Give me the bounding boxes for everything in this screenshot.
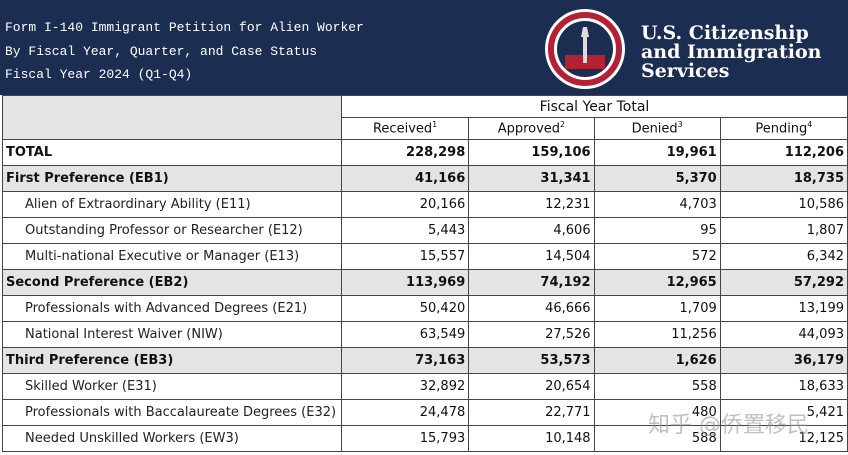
data-table: Fiscal Year Total Received1 Approved2 Denie… [2,95,848,452]
row-label: Needed Unskilled Workers (EW3) [2,425,342,452]
header-row: Received1 Approved2 Denied3 Pending4 [3,117,848,140]
item-row: Professionals with Advanced Degrees (E21… [2,295,848,322]
cell-value: 32,892 [340,373,470,400]
cell-value: 20,654 [468,373,595,400]
cell-value: 6,342 [719,243,848,270]
item-row: Needed Unskilled Workers (EW3) 15,793 10,1… [2,425,848,452]
group-row: Third Preference (EB3) 73,163 53,573 1,626 3… [2,347,848,374]
cell-value: 12,965 [593,269,721,296]
cell-value: 14,504 [468,243,595,270]
row-label: Second Preference (EB2) [2,269,342,296]
group-row: Second Preference (EB2) 113,969 74,192 12,9… [2,269,848,296]
cell-value: 15,793 [340,425,470,452]
cell-value: 159,106 [468,139,595,166]
header: Form I-140 Immigrant Petition for Alien … [0,0,848,95]
cell-value: 74,192 [468,269,595,296]
cell-value: 10,148 [468,425,595,452]
item-row: Skilled Worker (E31) 32,892 20,654 558 18,63… [2,373,848,400]
cell-value: 5,443 [340,217,470,244]
cell-value: 18,633 [719,373,848,400]
cell-value: 46,666 [468,295,595,322]
cell-value: 5,370 [593,165,721,192]
cell-value: 1,807 [719,217,848,244]
row-label: National Interest Waiver (NIW) [2,321,342,348]
cell-value: 12,231 [468,191,595,218]
footnote-mark: 4 [807,120,813,130]
cell-value: 57,292 [719,269,848,296]
cell-value: 44,093 [719,321,848,348]
cell-value: 20,166 [340,191,470,218]
cell-value: 53,573 [468,347,595,374]
header-row: Fiscal Year Total [2,95,848,140]
cell-value: 50,420 [340,295,470,322]
cell-value: 480 [593,399,721,426]
row-label: First Preference (EB1) [2,165,342,192]
cell-value: 113,969 [340,269,470,296]
cell-value: 572 [593,243,721,270]
footnote-mark: 3 [677,120,683,130]
cell-value: 588 [593,425,721,452]
cell-value: 18,735 [719,165,848,192]
cell-value: 19,961 [593,139,721,166]
column-header: Pending4 [719,117,848,140]
cell-value: 12,125 [719,425,848,452]
cell-value: 24,478 [340,399,470,426]
cell-value: 5,421 [719,399,848,426]
agency-line: and Immigration [641,41,822,63]
cell-value: 22,771 [468,399,595,426]
cell-value: 4,703 [593,191,721,218]
cell-value: 95 [593,217,721,244]
column-label: Denied [631,121,678,137]
column-header: Approved2 [468,117,595,140]
group-header: Fiscal Year Total [340,95,848,118]
column-header: Denied3 [593,117,721,140]
cell-value: 27,526 [468,321,595,348]
column-label: Received [372,121,433,137]
cell-value: 1,709 [593,295,721,322]
cell-value: 4,606 [468,217,595,244]
seal [545,9,625,89]
column-header: Received1 [340,117,470,140]
row-label: Professionals with Baccalaureate Degrees… [2,399,342,426]
footnote-mark: 2 [560,120,566,130]
corner-cell [2,95,342,140]
row-label: TOTAL [2,139,342,166]
item-row: National Interest Waiver (NIW) 63,549 27,5… [2,321,848,348]
row-label: Professionals with Advanced Degrees (E21… [2,295,342,322]
cell-value: 112,206 [719,139,848,166]
cell-value: 228,298 [340,139,470,166]
cell-value: 36,179 [719,347,848,374]
title-line: Form I-140 Immigrant Petition for Alien … [5,20,364,35]
row-label: Outstanding Professor or Researcher (E12… [2,217,342,244]
cell-value: 13,199 [719,295,848,322]
row-label: Alien of Extraordinary Ability (E11) [2,191,342,218]
column-label: Pending [755,121,808,137]
row-label: Third Preference (EB3) [2,347,342,374]
cell-value: 73,163 [340,347,470,374]
title-line: By Fiscal Year, Quarter, and Case Status [5,44,318,59]
item-row: Outstanding Professor or Researcher (E12… [2,217,848,244]
cell-value: 63,549 [340,321,470,348]
item-row: Multi-national Executive or Manager (E13… [2,243,848,270]
row-label: Skilled Worker (E31) [2,373,342,400]
cell-value: 41,166 [340,165,470,192]
cell-value: 1,626 [593,347,721,374]
cell-value: 10,586 [719,191,848,218]
cell-value: 11,256 [593,321,721,348]
total-row: TOTAL 228,298 159,106 19,961 112,206 [2,139,848,166]
cell-value: 31,341 [468,165,595,192]
agency-line: Services [641,60,730,82]
item-row: Alien of Extraordinary Ability (E11) 20,1… [2,191,848,218]
watermark: 知乎 @侨置移民 [648,413,809,438]
row-label: Multi-national Executive or Manager (E13… [2,243,342,270]
column-label: Approved [497,121,561,137]
agency-line: U.S. Citizenship [641,22,809,44]
cell-value: 558 [593,373,721,400]
group-row: First Preference (EB1) 41,166 31,341 5,370 1… [2,165,848,192]
title-line: Fiscal Year 2024 (Q1-Q4) [5,67,193,82]
cell-value: 15,557 [340,243,470,270]
footnote-mark: 1 [432,120,438,130]
